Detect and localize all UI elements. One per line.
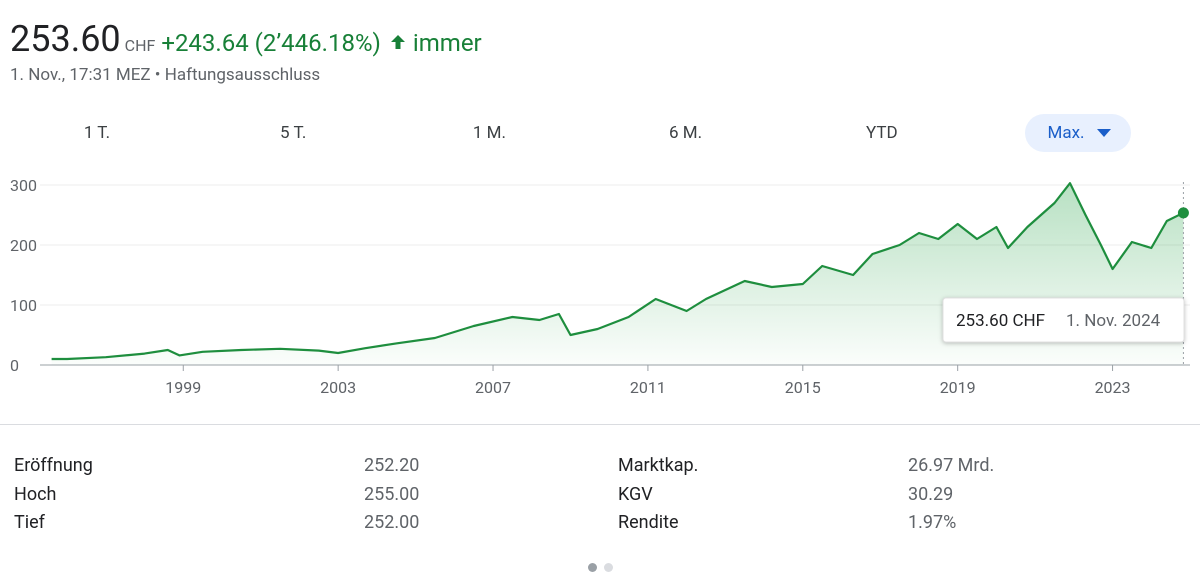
x-tick-label: 2011 [630,378,666,397]
tooltip-date: 1. Nov. 2024 [1066,311,1161,331]
quote-header: 253.60 CHF +243.64 (2’446.18%) immer [10,18,482,60]
period: immer [412,29,482,57]
price: 253.60 [10,18,121,60]
range-tab[interactable]: 1 M. [472,123,506,143]
range-tab[interactable]: YTD [865,123,898,143]
stat-value: 30.29 [908,484,954,505]
stat-label: Marktkap. [618,455,699,476]
stat-label: KGV [618,484,653,505]
separator [0,424,1200,425]
x-tick-label: 2015 [785,378,821,397]
stat-value: 1.97% [908,512,957,533]
x-tick-label: 2003 [320,378,356,397]
y-tick-label: 100 [10,296,37,315]
chart: 0 100 200 300 1999 2003 2007 2011 2015 2019 2023 25… [10,176,1190,397]
tooltip-value: 253.60 CHF [956,311,1045,331]
x-tick-label: 1999 [165,378,201,397]
page-dot[interactable] [604,563,613,572]
range-tab[interactable]: 5 T. [280,123,307,143]
up-arrow [390,35,405,49]
y-tick-label: 300 [10,176,37,195]
price-line [51,182,1184,361]
x-tick-label: 2023 [1095,378,1131,397]
range-tab[interactable]: 1 T. [83,123,111,143]
stat-value: 252.20 [364,455,420,476]
tooltip-box [942,297,1185,343]
currency: CHF [124,36,156,55]
stat-label: Eröffnung [14,455,93,476]
tooltip: 253.60 CHF 1. Nov. 2024 [942,297,1185,343]
timestamp: 1. Nov., 17:31 MEZ • Haftungsausschluss [10,65,321,85]
stat-value: 252.00 [364,512,420,533]
page-dot[interactable] [588,563,597,572]
y-tick-label: 0 [10,356,19,375]
last-point [1177,207,1189,219]
stat-value: 26.97 Mrd. [908,455,995,476]
y-tick-label: 200 [10,236,37,255]
x-tick-label: 2007 [475,378,511,397]
range-tab[interactable]: 6 M. [669,123,703,143]
x-tick-label: 2019 [940,378,976,397]
stat-label: Hoch [14,484,57,505]
stat-label: Rendite [618,512,679,533]
change: +243.64 (2’446.18%) [161,29,381,57]
range-tab[interactable]: Max. [1025,114,1131,152]
stat-label: Tief [14,512,45,533]
area [51,183,1184,365]
stat-value: 255.00 [364,484,420,505]
dropdown-caret [1097,129,1111,137]
